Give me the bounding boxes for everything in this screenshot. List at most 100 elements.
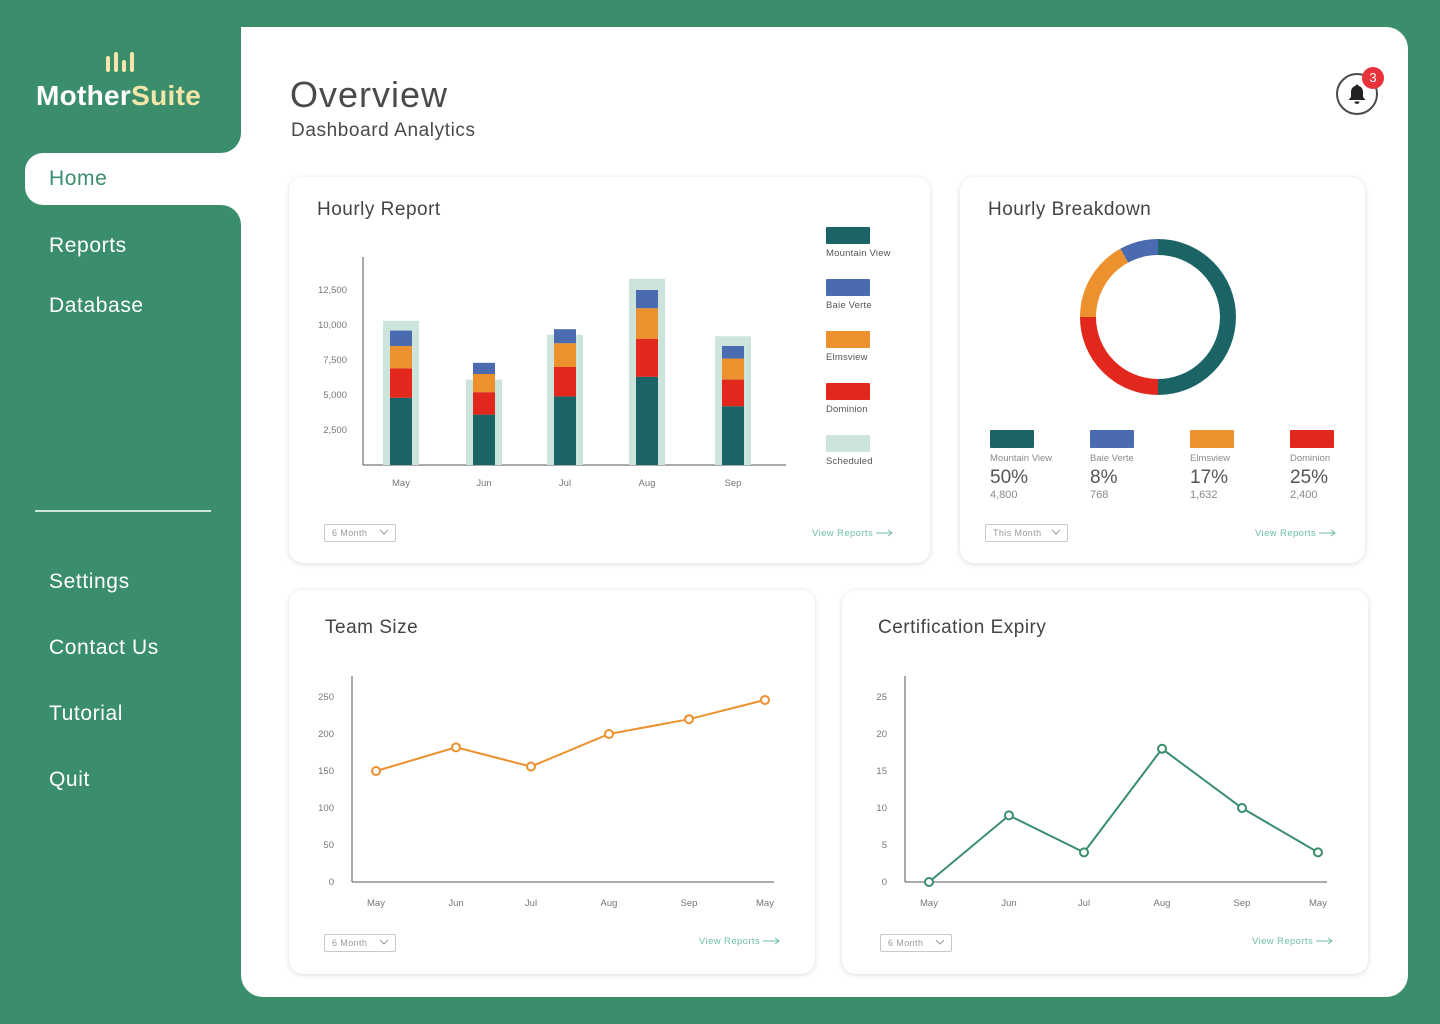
series-line (928, 747, 1319, 883)
data-point (604, 729, 614, 739)
main-panel-corner (241, 27, 261, 47)
chevron-down-icon (379, 939, 389, 945)
nav-curve-bottom (221, 205, 241, 225)
bell-icon (1348, 84, 1366, 104)
breakdown-percent: 50% (990, 467, 1029, 488)
legend-swatch-baie-verte (826, 279, 870, 296)
y-tick-label: 250 (318, 692, 334, 703)
data-point (924, 877, 934, 887)
bar-segment (554, 367, 576, 397)
bar-segment (554, 329, 576, 344)
bar-segment (473, 362, 495, 374)
sidebar-item-label: Home (49, 167, 108, 190)
bar-segment (390, 368, 412, 398)
data-point (1237, 803, 1247, 813)
period-select[interactable]: This Month (985, 524, 1068, 542)
sidebar-item-reports[interactable]: Reports (49, 234, 127, 257)
series-line (375, 698, 766, 772)
card-title: Hourly Breakdown (988, 199, 1152, 220)
breakdown-swatch-elmsview (1190, 430, 1234, 448)
bar-segment (554, 343, 576, 367)
x-tick-label: Jun (1001, 898, 1016, 909)
legend-label: Dominion (826, 404, 868, 415)
breakdown-count: 768 (1090, 489, 1109, 501)
legend-label: Elmsview (826, 352, 868, 363)
period-select[interactable]: 6 Month (324, 524, 396, 542)
view-reports-label: View Reports (1252, 936, 1314, 947)
hourly-report-chart: 2,500 5,000 7,500 10,000 12,500 May Jun Jul Aug S… (318, 257, 786, 489)
data-point (684, 714, 694, 725)
data-point (760, 694, 770, 705)
y-tick-label: 7,500 (323, 355, 347, 366)
breakdown-swatch-baie-verte (1090, 430, 1134, 448)
x-tick-label: Sep (725, 478, 742, 489)
period-select-value: 6 Month (332, 528, 368, 538)
card-title: Certification Expiry (878, 617, 1047, 638)
bar-segment (473, 392, 495, 415)
breakdown-percent: 8% (1090, 467, 1118, 488)
y-tick-label: 15 (876, 766, 887, 777)
y-tick-label: 150 (318, 766, 334, 777)
breakdown-count: 2,400 (1290, 489, 1318, 501)
x-tick-label: Sep (681, 898, 698, 909)
y-tick-label: 10 (876, 803, 887, 814)
period-select[interactable]: 6 Month (324, 934, 396, 952)
period-select-value: 6 Month (888, 938, 924, 948)
breakdown-name: Dominion (1290, 453, 1331, 464)
breakdown-name: Mountain View (990, 453, 1053, 464)
sidebar-item-settings[interactable]: Settings (49, 570, 130, 593)
sidebar-item-quit[interactable]: Quit (49, 768, 90, 791)
data-point (526, 761, 536, 772)
arrow-right-icon (1316, 938, 1333, 945)
y-tick-label: 100 (318, 803, 334, 814)
chevron-down-icon (379, 529, 389, 535)
view-reports-link[interactable]: View Reports (1252, 936, 1334, 947)
view-reports-link[interactable]: View Reports (699, 936, 781, 947)
legend-swatch-elmsview (826, 331, 870, 348)
bar-segment (636, 339, 658, 377)
y-tick-label: 0 (329, 877, 334, 888)
x-tick-label: Aug (639, 478, 656, 489)
y-tick-label: 5 (882, 840, 887, 851)
donut-slice (1080, 316, 1159, 395)
hourly-breakdown-card: Hourly Breakdown Mountain View 50% 4,800… (960, 177, 1365, 563)
breakdown-swatch-mountain-view (990, 430, 1034, 448)
x-tick-label: May (1309, 898, 1327, 909)
breakdown-percent: 17% (1190, 467, 1229, 488)
page-title: Overview (290, 74, 449, 115)
view-reports-link[interactable]: View Reports (1255, 528, 1337, 539)
legend-swatch-mountain-view (826, 227, 870, 244)
x-tick-label: Jul (525, 898, 537, 909)
hourly-report-card: Hourly Report 2,500 5,000 7,500 10,000 12,50… (289, 177, 930, 563)
sidebar-item-tutorial[interactable]: Tutorial (49, 702, 124, 725)
breakdown-name: Elmsview (1190, 453, 1231, 464)
x-tick-label: Jul (559, 478, 571, 489)
logo: MotherSuite (36, 80, 202, 111)
chevron-down-icon (1051, 529, 1061, 535)
legend-swatch-scheduled (826, 435, 870, 452)
view-reports-link[interactable]: View Reports (812, 528, 894, 539)
data-point (1079, 847, 1089, 858)
breakdown-percent: 25% (1290, 467, 1329, 488)
legend-swatch-dominion (826, 383, 870, 400)
data-point (451, 742, 461, 753)
sidebar-item-contact-us[interactable]: Contact Us (49, 636, 159, 659)
x-tick-label: May (920, 898, 938, 909)
x-tick-label: Aug (1154, 898, 1171, 909)
data-point (371, 766, 381, 776)
team-size-chart: 0 50 100 150 200 250 May Jun Jul Aug Sep May (318, 676, 774, 909)
legend-label: Scheduled (826, 456, 873, 467)
x-tick-label: Sep (1234, 898, 1251, 909)
arrow-right-icon (876, 530, 893, 537)
period-select[interactable]: 6 Month (880, 934, 952, 952)
sidebar-item-database[interactable]: Database (49, 294, 144, 317)
hourly-breakdown-donut (1080, 239, 1236, 395)
y-tick-label: 10,000 (318, 320, 347, 331)
x-tick-label: Jul (1078, 898, 1090, 909)
bar-segment (390, 346, 412, 369)
breakdown-count: 4,800 (990, 489, 1018, 501)
certification-expiry-chart: 0 5 10 15 20 25 May Jun Jul Aug Sep May (876, 676, 1327, 909)
legend-label: Baie Verte (826, 300, 872, 311)
sidebar-item-home[interactable]: Home (25, 153, 241, 205)
y-tick-label: 12,500 (318, 285, 347, 296)
